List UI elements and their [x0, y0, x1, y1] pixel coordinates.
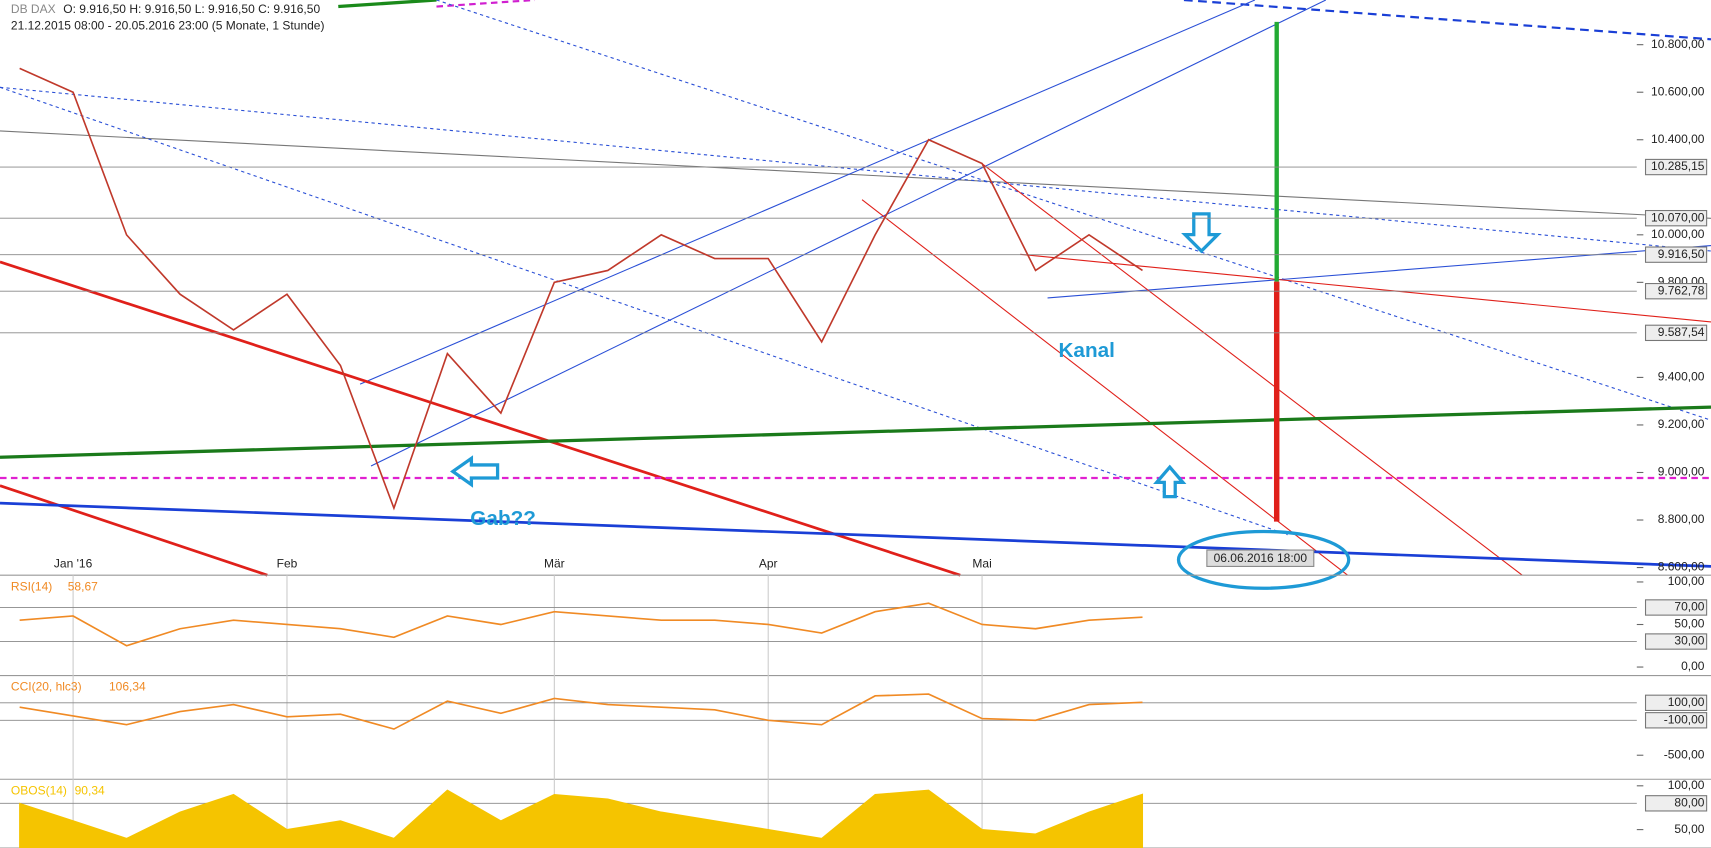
- y-tick-label: -500,00: [1664, 747, 1705, 761]
- indicator-title: CCI(20, hlc3): [11, 680, 82, 694]
- level-label: 10.285,15: [1651, 159, 1705, 173]
- indicator-title: OBOS(14): [11, 783, 67, 797]
- y-tick-label: 10.400,00: [1651, 132, 1705, 146]
- trend-line: [0, 86, 1711, 252]
- y-tick-label: 100,00: [1668, 778, 1705, 792]
- trend-line: [0, 484, 268, 577]
- level-label: 10.070,00: [1651, 210, 1705, 224]
- annotation: Gab??: [470, 507, 536, 530]
- indicator-value: 90,34: [75, 783, 105, 797]
- series-line: [19, 693, 1143, 730]
- level-label: 80,00: [1674, 796, 1704, 810]
- x-tick-label: Mär: [544, 556, 565, 570]
- trend-line: [861, 199, 1348, 576]
- trend-line: [0, 260, 961, 577]
- level-label: 9.762,78: [1658, 283, 1705, 297]
- series-area: [19, 789, 1144, 848]
- y-tick-label: 50,00: [1674, 617, 1704, 631]
- level-box: [1644, 209, 1708, 227]
- y-tick-label: 0,00: [1681, 659, 1705, 673]
- date-box: [1206, 549, 1315, 567]
- level-box: [1644, 246, 1708, 263]
- trend-line: [436, 0, 1711, 421]
- y-tick-label: 8.600,00: [1658, 560, 1705, 574]
- trend-line: [0, 86, 1288, 536]
- level-label: 9.587,54: [1658, 325, 1705, 339]
- level-box: [1644, 158, 1708, 176]
- trend-line: [338, 0, 437, 9]
- indicator-title: RSI(14): [11, 579, 52, 593]
- level-box: [1644, 694, 1708, 712]
- y-tick-label: 100,00: [1668, 574, 1705, 588]
- indicator-value: 58,67: [68, 579, 98, 593]
- y-tick-label: 10.000,00: [1651, 227, 1705, 241]
- y-tick-label: 9.200,00: [1658, 417, 1705, 431]
- x-tick-label: Feb: [277, 556, 298, 570]
- ohlc: O: 9.916,50 H: 9.916,50 L: 9.916,50 C: 9…: [63, 2, 320, 16]
- arrow: [1153, 464, 1187, 499]
- annotation: Kanal: [1058, 339, 1114, 362]
- channel-line: [359, 0, 1256, 385]
- level-box: [1644, 283, 1708, 300]
- level-box: [1644, 712, 1708, 729]
- level-label: 30,00: [1674, 634, 1704, 648]
- trend-line: [0, 405, 1711, 459]
- indicator-value: 106,34: [109, 680, 146, 694]
- level-box: [1644, 324, 1708, 342]
- date-range: 21.12.2015 08:00 - 20.05.2016 23:00 (5 M…: [11, 18, 325, 32]
- channel-line: [370, 0, 1327, 467]
- highlight-ellipse: [1176, 529, 1351, 590]
- trend-line: [1020, 253, 1711, 323]
- y-tick-label: 10.600,00: [1651, 84, 1705, 98]
- y-tick-label: 9.000,00: [1658, 465, 1705, 479]
- y-tick-label: 10.800,00: [1651, 37, 1705, 51]
- x-tick-label: Apr: [759, 556, 778, 570]
- y-tick-label: 9.400,00: [1658, 370, 1705, 384]
- x-tick-label: Jan '16: [54, 556, 93, 570]
- arrow: [1181, 212, 1222, 254]
- y-tick-label: 50,00: [1674, 822, 1704, 836]
- trend-line: [436, 0, 535, 8]
- level-label: 70,00: [1674, 600, 1704, 614]
- trend-line: [0, 501, 1711, 568]
- level-box: [1644, 633, 1708, 650]
- level-label: -100,00: [1664, 712, 1705, 726]
- level-box: [1644, 599, 1708, 616]
- series-line: [19, 67, 1143, 511]
- y-tick-label: 8.800,00: [1658, 512, 1705, 526]
- level-box: [1644, 795, 1708, 812]
- trend-line: [1183, 0, 1711, 41]
- date-label: 06.06.2016 18:00: [1214, 551, 1308, 565]
- symbol: DB DAX: [11, 2, 56, 16]
- trend-line: [0, 130, 1711, 219]
- level-label: 100,00: [1668, 695, 1705, 709]
- drawings: [0, 0, 1711, 590]
- level-label: 9.916,50: [1658, 247, 1705, 261]
- series-line: [19, 602, 1143, 647]
- x-tick-label: Mai: [972, 556, 991, 570]
- trend-line: [981, 163, 1523, 576]
- trend-line: [1047, 245, 1711, 299]
- arrow: [450, 455, 500, 488]
